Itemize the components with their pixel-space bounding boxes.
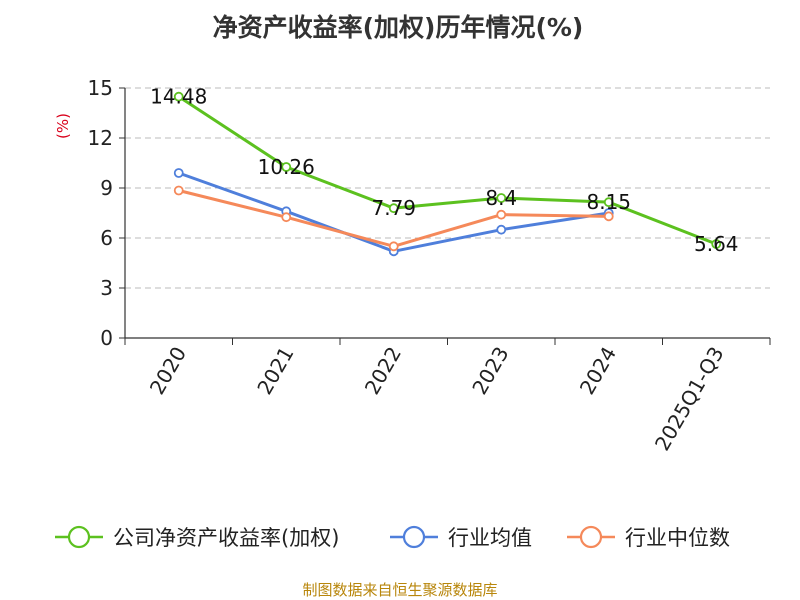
legend-label: 公司净资产收益率(加权): [113, 526, 339, 550]
legend-marker: [67, 525, 91, 549]
series-layer: 14.48 10.26 7.79 8.4 8.15 5.64: [150, 85, 739, 257]
chart-title: 净资产收益率(加权)历年情况(%): [213, 13, 584, 42]
data-point[interactable]: [281, 162, 292, 172]
data-point[interactable]: [173, 185, 184, 196]
legend-label: 行业均值: [448, 526, 532, 550]
axes: 0 3 6 9 12 15 2020 2021 2022 2023 2024 2025Q1-Q3: [88, 76, 771, 455]
y-tick-label: 0: [100, 326, 113, 350]
data-point[interactable]: [388, 241, 399, 252]
series-line-0: [177, 95, 717, 246]
data-point[interactable]: [281, 212, 292, 223]
data-point[interactable]: [603, 197, 614, 208]
y-tick-label: 3: [100, 276, 113, 300]
data-point[interactable]: [496, 209, 507, 220]
x-tick-label: 2025Q1-Q3: [650, 343, 729, 455]
data-point[interactable]: [388, 203, 399, 214]
grid: [125, 87, 770, 289]
data-label: 14.48: [150, 85, 207, 109]
x-tick-label: 2024: [575, 343, 621, 399]
data-label: 10.26: [258, 155, 315, 179]
legend-marker: [579, 525, 603, 549]
legend-item-2[interactable]: 行业中位数: [567, 525, 730, 550]
data-label: 8.4: [485, 186, 517, 210]
y-tick-label: 12: [88, 126, 113, 150]
legend-item-0[interactable]: 公司净资产收益率(加权): [55, 525, 339, 550]
x-tick-label: 2022: [360, 343, 406, 399]
data-label: 7.79: [371, 196, 416, 220]
legend-label: 行业中位数: [625, 526, 730, 550]
source-note: 制图数据来自恒生聚源数据库: [302, 581, 497, 599]
data-label: 8.15: [586, 190, 631, 214]
data-point[interactable]: [173, 168, 184, 178]
data-point[interactable]: [603, 211, 614, 222]
y-tick-label: 15: [88, 76, 113, 100]
x-tick-label: 2020: [145, 343, 191, 399]
data-point[interactable]: [711, 239, 722, 249]
data-point[interactable]: [173, 91, 184, 102]
x-tick-label: 2021: [252, 343, 298, 399]
legend[interactable]: 公司净资产收益率(加权) 行业均值 行业中位数: [55, 525, 730, 550]
data-label: 5.64: [694, 232, 739, 256]
data-point[interactable]: [496, 224, 507, 235]
y-tick-label: 9: [100, 176, 113, 200]
legend-item-1[interactable]: 行业均值: [390, 525, 532, 550]
y-tick-label: 6: [100, 226, 113, 250]
y-axis-label: (%): [54, 113, 72, 139]
x-tick-label: 2023: [467, 343, 513, 399]
data-point[interactable]: [496, 193, 507, 203]
legend-marker: [402, 525, 426, 549]
